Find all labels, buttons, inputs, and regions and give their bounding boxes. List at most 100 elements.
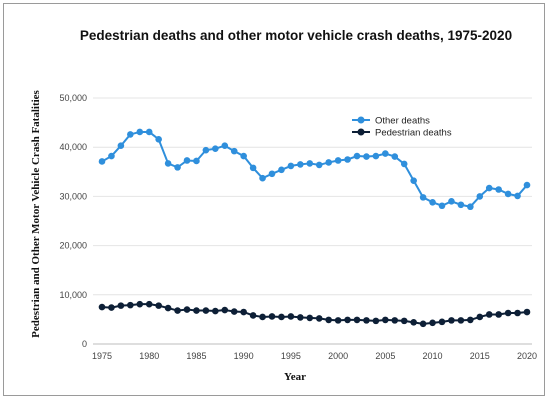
data-point-pedestrian-deaths [457, 317, 465, 324]
data-point-pedestrian-deaths [523, 308, 531, 316]
data-point-other-deaths [438, 202, 446, 210]
data-point-other-deaths [136, 128, 144, 136]
data-point-other-deaths [504, 190, 512, 198]
data-point-other-deaths [212, 145, 219, 152]
data-point-pedestrian-deaths [382, 316, 389, 324]
data-point-other-deaths [268, 170, 276, 178]
data-point-other-deaths [495, 186, 502, 193]
y-tick-label: 20,000 [59, 241, 87, 251]
data-point-other-deaths [155, 136, 162, 143]
data-point-other-deaths [287, 162, 295, 170]
x-tick-label: 2005 [375, 351, 395, 361]
data-point-pedestrian-deaths [164, 304, 172, 312]
y-axis-ticks: 0 10,000 20,000 30,000 40,000 50,000 [59, 93, 87, 349]
data-point-other-deaths [382, 150, 389, 157]
data-point-pedestrian-deaths [98, 303, 106, 311]
data-point-pedestrian-deaths [202, 307, 210, 314]
data-point-pedestrian-deaths [495, 311, 502, 318]
x-tick-label: 2015 [470, 351, 490, 361]
legend-label-pedestrian-deaths: Pedestrian deaths [375, 128, 452, 139]
data-point-pedestrian-deaths [297, 314, 304, 321]
data-point-other-deaths [315, 161, 323, 169]
x-tick-label: 2020 [517, 351, 537, 361]
data-point-pedestrian-deaths [429, 319, 436, 327]
data-point-pedestrian-deaths [259, 313, 266, 321]
legend-label-other-deaths: Other deaths [375, 116, 430, 127]
data-point-pedestrian-deaths [419, 320, 427, 328]
y-tick-label: 30,000 [59, 191, 87, 201]
data-point-other-deaths [306, 160, 314, 167]
x-tick-label: 2000 [328, 351, 348, 361]
x-tick-label: 1995 [281, 351, 301, 361]
data-point-other-deaths [193, 157, 200, 165]
data-point-pedestrian-deaths [287, 313, 295, 320]
x-tick-label: 2010 [423, 351, 443, 361]
data-point-other-deaths [145, 128, 153, 136]
data-point-other-deaths [485, 184, 493, 192]
data-point-pedestrian-deaths [391, 317, 399, 324]
data-point-pedestrian-deaths [212, 307, 219, 315]
data-point-pedestrian-deaths [363, 317, 370, 324]
series-group [98, 128, 531, 328]
data-point-pedestrian-deaths [485, 311, 493, 318]
data-point-other-deaths [297, 161, 304, 168]
data-point-other-deaths [363, 153, 370, 160]
data-point-pedestrian-deaths [136, 300, 144, 308]
data-point-pedestrian-deaths [400, 317, 408, 325]
grid-lines [93, 97, 532, 296]
data-point-other-deaths [325, 159, 332, 166]
y-tick-label: 10,000 [59, 290, 87, 300]
data-point-pedestrian-deaths [315, 315, 323, 322]
data-point-pedestrian-deaths [240, 308, 247, 316]
data-point-other-deaths [249, 164, 257, 172]
data-point-other-deaths [334, 157, 342, 164]
data-point-pedestrian-deaths [230, 308, 238, 315]
data-point-other-deaths [98, 158, 106, 165]
data-point-other-deaths [372, 152, 380, 160]
data-point-pedestrian-deaths [410, 319, 417, 326]
legend: Other deaths Pedestrian deaths [352, 116, 452, 139]
data-point-pedestrian-deaths [278, 313, 285, 321]
data-point-other-deaths [278, 166, 285, 174]
data-point-pedestrian-deaths [334, 317, 342, 324]
x-tick-label: 1990 [234, 351, 254, 361]
y-axis-label: Pedestrian and Other Motor Vehicle Crash… [30, 89, 42, 337]
x-tick-label: 1975 [92, 351, 112, 361]
data-point-other-deaths [429, 199, 436, 206]
chart-title: Pedestrian deaths and other motor vehicl… [80, 28, 512, 43]
data-point-pedestrian-deaths [268, 313, 276, 320]
data-point-other-deaths [183, 157, 191, 164]
x-tick-label: 1985 [186, 351, 206, 361]
data-point-other-deaths [400, 160, 408, 168]
data-point-pedestrian-deaths [325, 316, 332, 324]
x-axis-ticks: 1975 1980 1985 1990 1995 2000 2005 2010 2015 2020 [92, 351, 537, 361]
data-point-other-deaths [353, 152, 361, 160]
data-point-pedestrian-deaths [193, 307, 200, 314]
data-point-other-deaths [467, 203, 474, 211]
data-point-other-deaths [230, 147, 238, 155]
data-point-pedestrian-deaths [344, 316, 351, 324]
data-point-pedestrian-deaths [438, 318, 446, 326]
data-point-pedestrian-deaths [249, 312, 257, 319]
y-tick-label: 50,000 [59, 93, 87, 103]
data-point-other-deaths [410, 177, 417, 184]
data-point-pedestrian-deaths [476, 313, 484, 321]
data-point-pedestrian-deaths [221, 306, 229, 314]
data-point-other-deaths [419, 194, 427, 201]
data-point-pedestrian-deaths [514, 309, 521, 317]
data-point-pedestrian-deaths [174, 307, 181, 314]
data-point-other-deaths [164, 160, 172, 167]
data-point-other-deaths [259, 174, 266, 182]
data-point-other-deaths [523, 181, 531, 189]
data-point-pedestrian-deaths [467, 316, 474, 324]
data-point-pedestrian-deaths [117, 302, 125, 309]
series-line-pedestrian-deaths [101, 303, 528, 325]
data-point-other-deaths [202, 146, 210, 154]
data-point-pedestrian-deaths [183, 306, 191, 313]
chart-frame [3, 3, 545, 396]
data-point-pedestrian-deaths [353, 316, 361, 324]
legend-marker-other-deaths [357, 116, 365, 124]
data-point-other-deaths [514, 192, 521, 200]
data-point-other-deaths [476, 193, 484, 200]
